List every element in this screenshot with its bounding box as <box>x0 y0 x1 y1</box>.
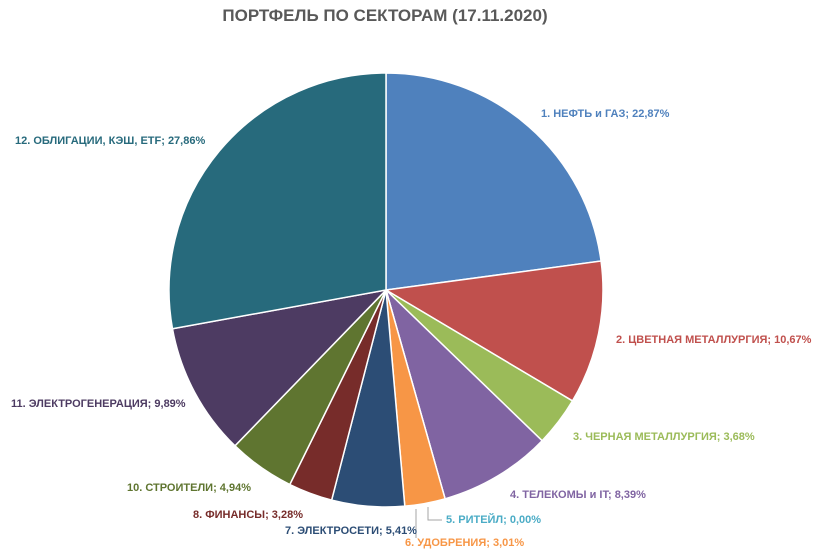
slice-label-3: 3. ЧЕРНАЯ МЕТАЛЛУРГИЯ; 3,68% <box>573 431 755 443</box>
slice-label-1: 1. НЕФТЬ и ГАЗ; 22,87% <box>541 108 670 120</box>
slice-label-5: 5. РИТЕЙЛ; 0,00% <box>446 513 541 526</box>
slice-label-11: 12. ОБЛИГАЦИИ, КЭШ, ETF; 27,86% <box>15 135 205 147</box>
slice-label-8: 8. ФИНАНСЫ; 3,28% <box>193 509 303 521</box>
slice-labels: 1. НЕФТЬ и ГАЗ; 22,87% 2. ЦВЕТНАЯ МЕТАЛЛУ… <box>11 108 812 549</box>
pie-slice-4 <box>384 287 544 500</box>
pie-slice-1 <box>385 72 602 291</box>
pie-slice-2 <box>383 260 604 402</box>
slice-label-7: 7. ЭЛЕКТРОСЕТИ; 5,41% <box>285 525 417 537</box>
pie-slice-11 <box>168 72 387 330</box>
slice-label-4: 4. ТЕЛЕКОМЫ и IT; 8,39% <box>510 489 646 501</box>
pie-slice-10 <box>171 288 389 447</box>
slice-label-6: 6. УДОБРЕНИЯ; 3,01% <box>405 537 524 549</box>
slice-label-2: 2. ЦВЕТНАЯ МЕТАЛЛУРГИЯ; 10,67% <box>616 334 812 346</box>
slice-label-9: 10. СТРОИТЕЛИ; 4,94% <box>127 482 251 494</box>
leader-lines <box>415 507 442 538</box>
slice-label-10: 11. ЭЛЕКТРОГЕНЕРАЦИЯ; 9,89% <box>11 398 186 410</box>
leader-line-retail <box>427 507 442 521</box>
chart-title: ПОРТФЕЛЬ ПО СЕКТОРАМ (17.11.2020) <box>222 6 547 25</box>
pie-slices <box>168 72 604 508</box>
